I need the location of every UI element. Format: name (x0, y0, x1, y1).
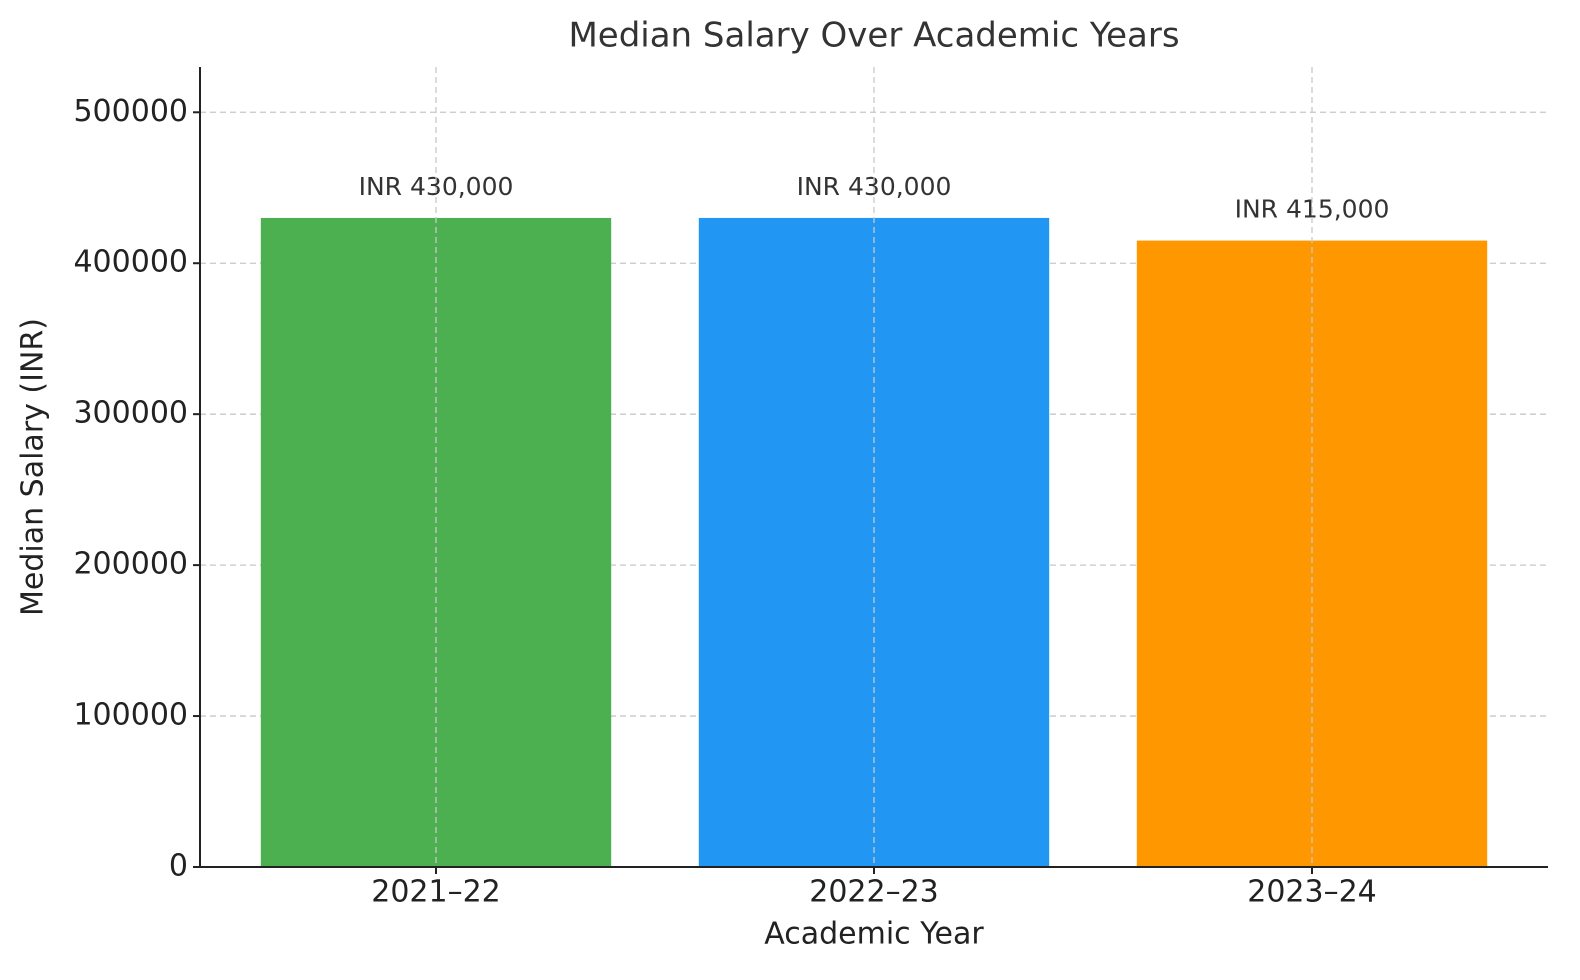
x-axis-label: Academic Year (764, 917, 984, 952)
y-axis-label: Median Salary (INR) (16, 318, 51, 616)
y-tick-label: 200000 (73, 547, 188, 582)
value-label: INR 430,000 (359, 172, 514, 201)
y-tick-label: 300000 (73, 396, 188, 431)
chart-title: Median Salary Over Academic Years (568, 16, 1179, 56)
y-tick-label: 500000 (73, 94, 188, 129)
y-tick-label: 0 (169, 849, 188, 884)
y-tick-label: 400000 (73, 245, 188, 280)
x-tick-label: 2021–22 (371, 875, 501, 910)
value-label: INR 430,000 (797, 172, 952, 201)
x-tick-label: 2023–24 (1247, 875, 1377, 910)
x-tick-label: 2022–23 (809, 875, 939, 910)
y-tick-label: 100000 (73, 698, 188, 733)
bar (1136, 240, 1488, 867)
